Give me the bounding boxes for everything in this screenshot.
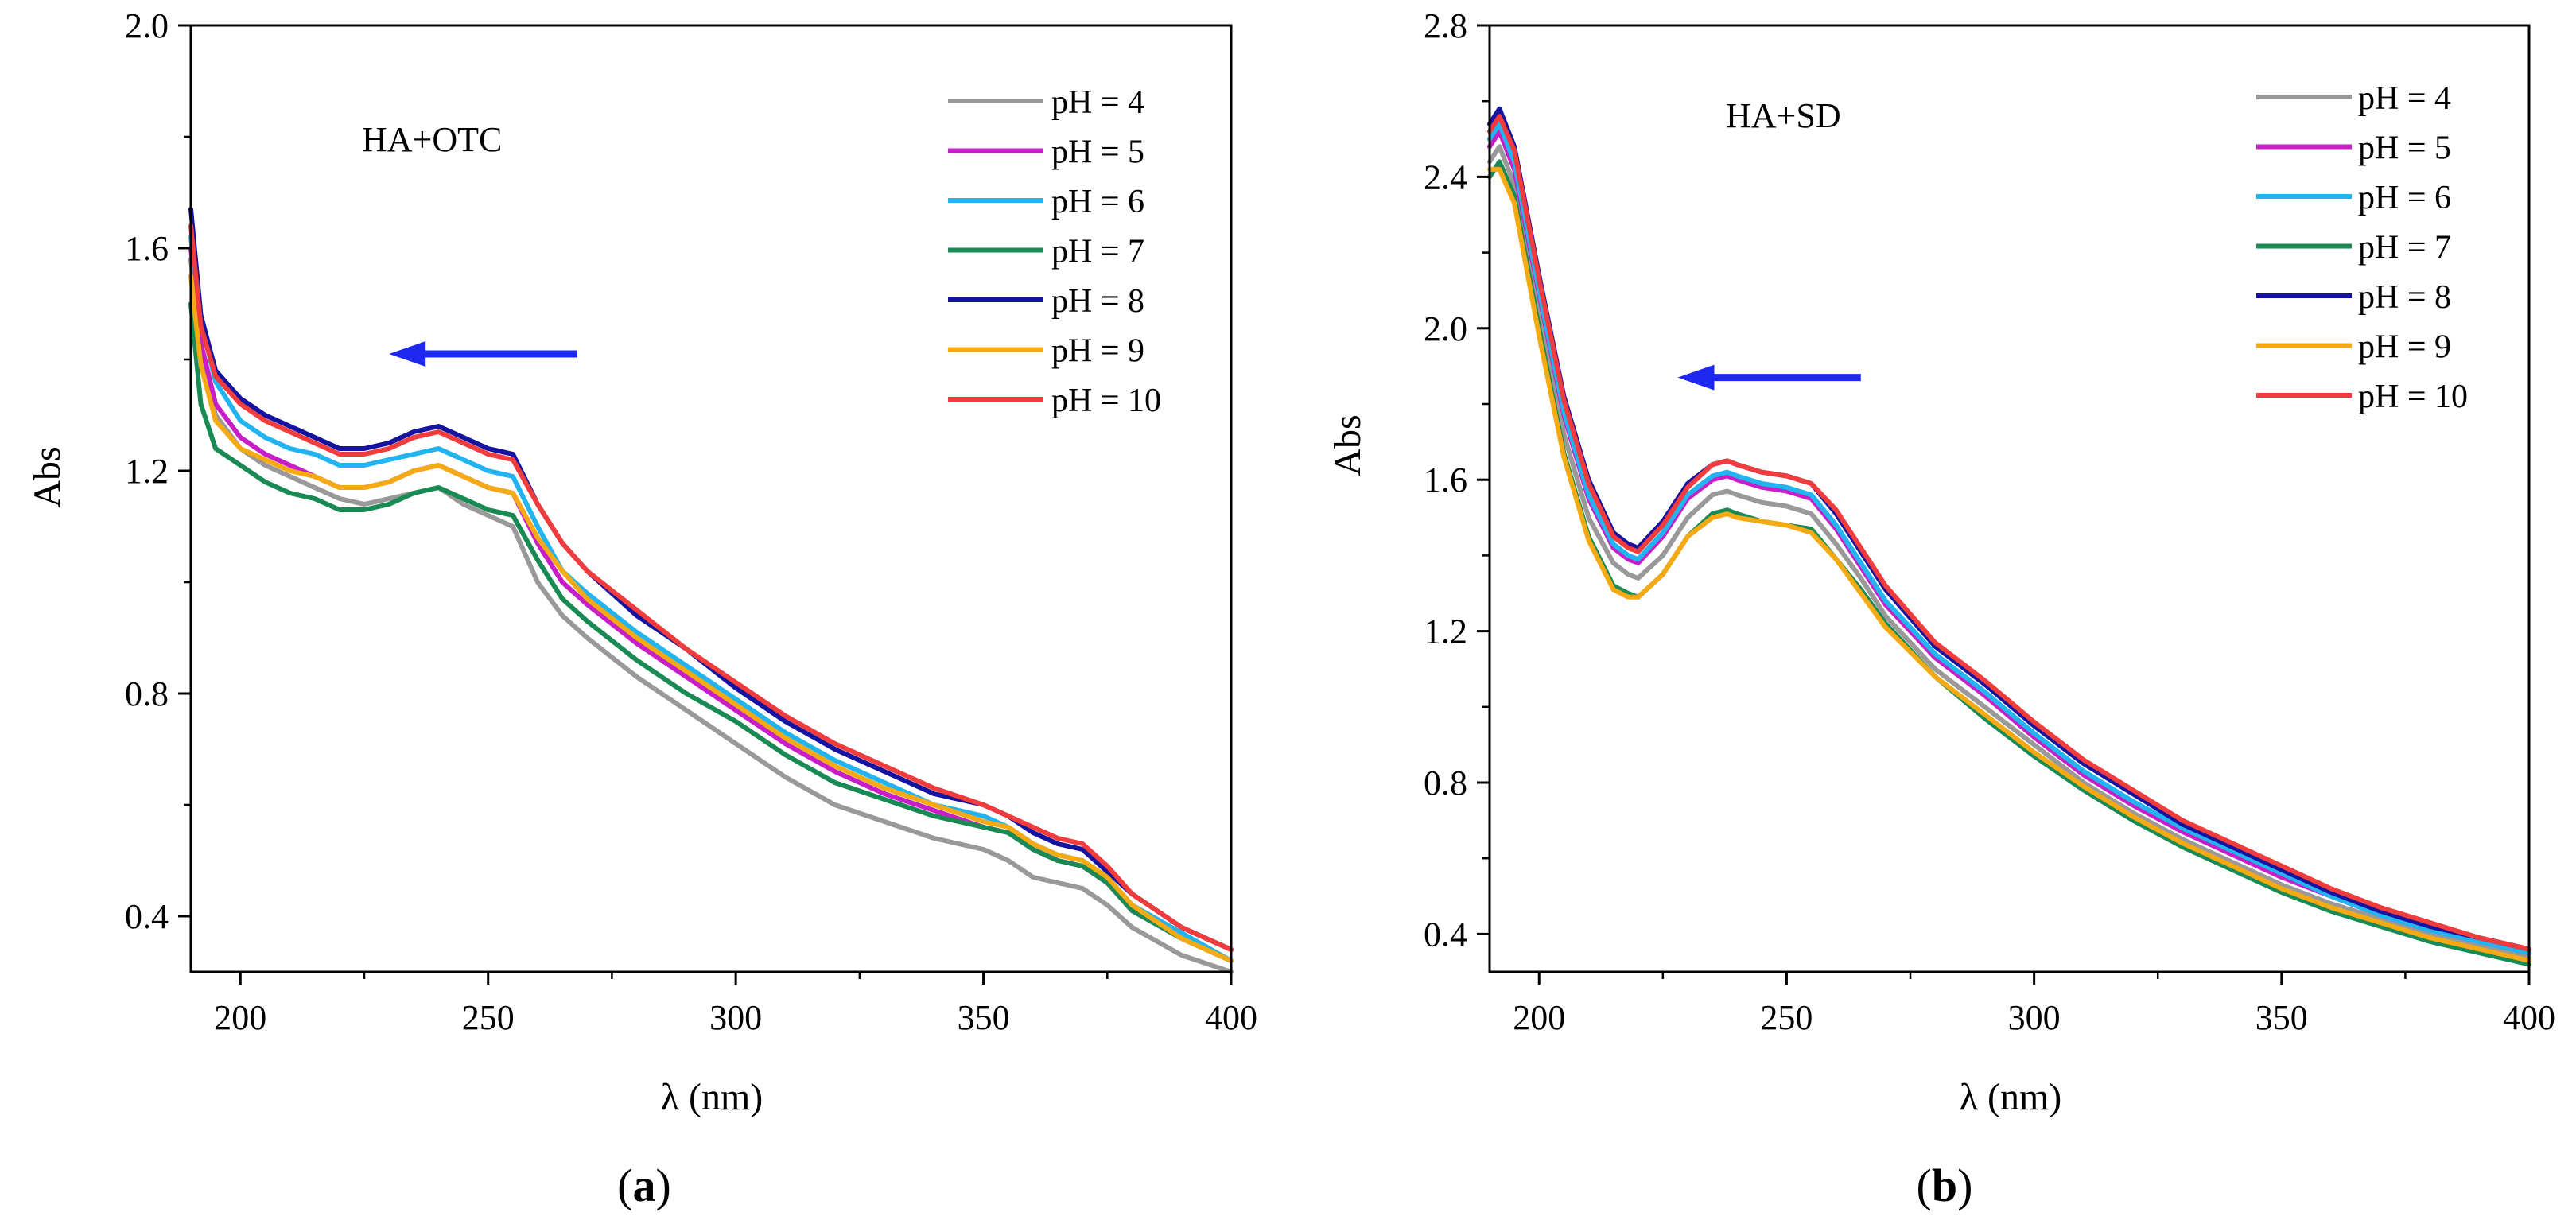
panel-b-y-tick-label-1: 0.4 <box>1424 915 1467 954</box>
panel-b-annotation: HA+SD <box>1726 96 1841 135</box>
panel-b-x-tick-label-2: 250 <box>1760 998 1813 1037</box>
panel-a-x-axis-label: λ (nm) <box>661 1076 763 1118</box>
panel-b-label: (b) <box>1917 1160 1973 1211</box>
panel-b-x-axis-label: λ (nm) <box>1960 1076 2062 1118</box>
panel-a-y-axis-label: Abs <box>26 446 68 507</box>
panel-b-series-line-1 <box>1487 144 2531 959</box>
panel-a-series-line-4 <box>188 301 1234 963</box>
panel-a-x-tick-label-4: 350 <box>958 998 1010 1037</box>
panel-a-series-line-1 <box>188 257 1234 974</box>
panel-a-y-tick-label-2: 0.8 <box>125 674 169 713</box>
panel-a-legend-label-7: pH = 10 <box>1051 383 1161 419</box>
panel-b-chart: 200 250 300 350 400 0.4 0.8 1.2 1.6 2.0 2.4 2.8 λ (n… <box>1327 6 2555 1118</box>
panel-b-legend-label-2: pH = 5 <box>2358 130 2451 167</box>
panel-b-x-tick-label-4: 350 <box>2255 998 2308 1037</box>
panel-b-y-axis-label: Abs <box>1327 414 1369 476</box>
panel-a-legend-label-2: pH = 5 <box>1051 134 1144 171</box>
panel-b-series-line-3 <box>1487 121 2531 956</box>
panel-b-legend-label-4: pH = 7 <box>2358 230 2451 266</box>
panel-b-legend-label-5: pH = 8 <box>2358 279 2451 316</box>
panel-b-y-tick-label-2: 0.8 <box>1424 764 1467 802</box>
panel-a-legend-label-6: pH = 9 <box>1051 333 1144 370</box>
panel-a-series-line-6 <box>188 274 1234 963</box>
panel-a-arrow-head <box>389 341 426 367</box>
panel-a-x-tick-label-1: 200 <box>214 998 266 1037</box>
panel-b-x-tick-label-3: 300 <box>2008 998 2061 1037</box>
panel-b-y-tick-label-5: 2.0 <box>1424 309 1467 348</box>
panel-a-legend-label-1: pH = 4 <box>1051 84 1144 121</box>
panel-b-series-line-6 <box>1487 166 2531 963</box>
panel-b-x-tick-label-1: 200 <box>1513 998 1565 1037</box>
panel-a-x-tick-label-3: 300 <box>709 998 762 1037</box>
panel-a-y-tick-label-5: 2.0 <box>125 6 169 45</box>
panel-b-y-tick-label-6: 2.4 <box>1424 157 1467 196</box>
panel-a-y-tick-label-3: 1.2 <box>125 452 169 491</box>
panel-a-series-line-7 <box>188 223 1234 952</box>
panel-b-legend-label-3: pH = 6 <box>2358 180 2451 216</box>
panel-b-y-tick-label-3: 1.2 <box>1424 612 1467 651</box>
panel-b-x-tick-label-5: 400 <box>2503 998 2555 1037</box>
panel-a-x-tick-label-2: 250 <box>462 998 515 1037</box>
panel-b-y-tick-label-7: 2.8 <box>1424 6 1467 45</box>
panel-a-chart: 200 250 300 350 400 0.4 0.8 1.2 1.6 2.0 λ (nm) Abs H… <box>26 6 1257 1118</box>
panel-a-plot-frame <box>189 24 1233 973</box>
panel-b-legend-label-1: pH = 4 <box>2358 80 2451 117</box>
panel-a-series-line-5 <box>188 207 1234 952</box>
panel-b-y-tick-label-4: 1.6 <box>1424 460 1467 499</box>
panel-a-label: (a) <box>617 1160 671 1211</box>
panel-a-x-tick-label-5: 400 <box>1205 998 1257 1037</box>
panel-b-arrow-head <box>1677 364 1715 391</box>
panel-a-annotation: HA+OTC <box>362 120 502 159</box>
panel-b-legend-label-7: pH = 10 <box>2358 379 2468 415</box>
panel-a-legend-label-5: pH = 8 <box>1051 283 1144 320</box>
panel-a-legend-label-4: pH = 7 <box>1051 234 1144 270</box>
panel-b-plot-frame <box>1488 24 2531 973</box>
panel-a-y-tick-label-4: 1.6 <box>125 229 169 268</box>
panel-a-legend-label-3: pH = 6 <box>1051 184 1144 220</box>
panel-b-series-line-7 <box>1487 114 2531 952</box>
panel-b-legend-label-6: pH = 9 <box>2358 329 2451 366</box>
panel-a-y-tick-label-1: 0.4 <box>125 897 169 936</box>
